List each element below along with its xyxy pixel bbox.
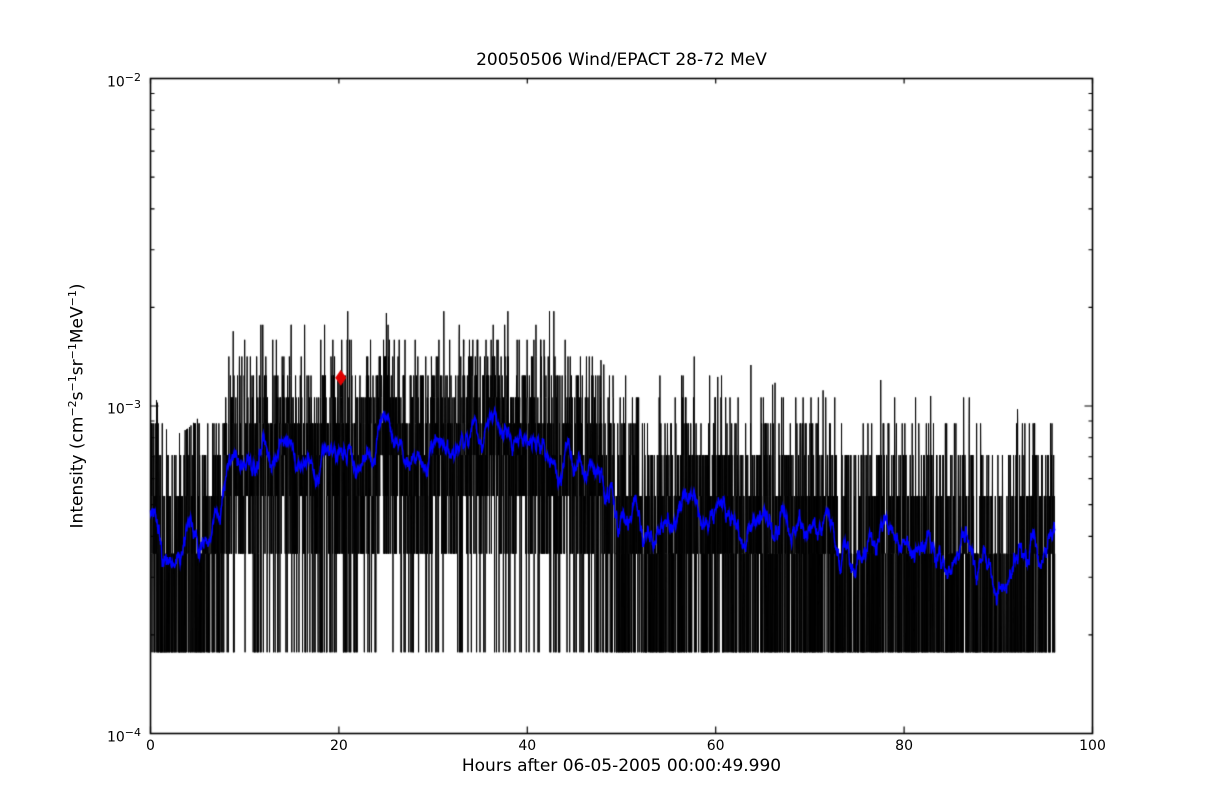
x-axis-label: Hours after 06-05-2005 00:00:49.990: [461, 756, 782, 776]
x-tick-label: 40: [518, 738, 537, 754]
y-tick-label: 10−4: [106, 725, 141, 746]
x-tick-label: 100: [1079, 738, 1106, 754]
chart-title: 20050506 Wind/EPACT 28-72 MeV: [476, 50, 767, 70]
x-tick-label: 80: [895, 738, 913, 754]
x-tick-label: 60: [706, 738, 725, 754]
y-tick-label: 10−2: [106, 70, 141, 91]
x-tick-label: 0: [146, 738, 155, 754]
y-tick-label: 10−3: [106, 398, 141, 418]
x-tick-label: 20: [329, 738, 348, 754]
